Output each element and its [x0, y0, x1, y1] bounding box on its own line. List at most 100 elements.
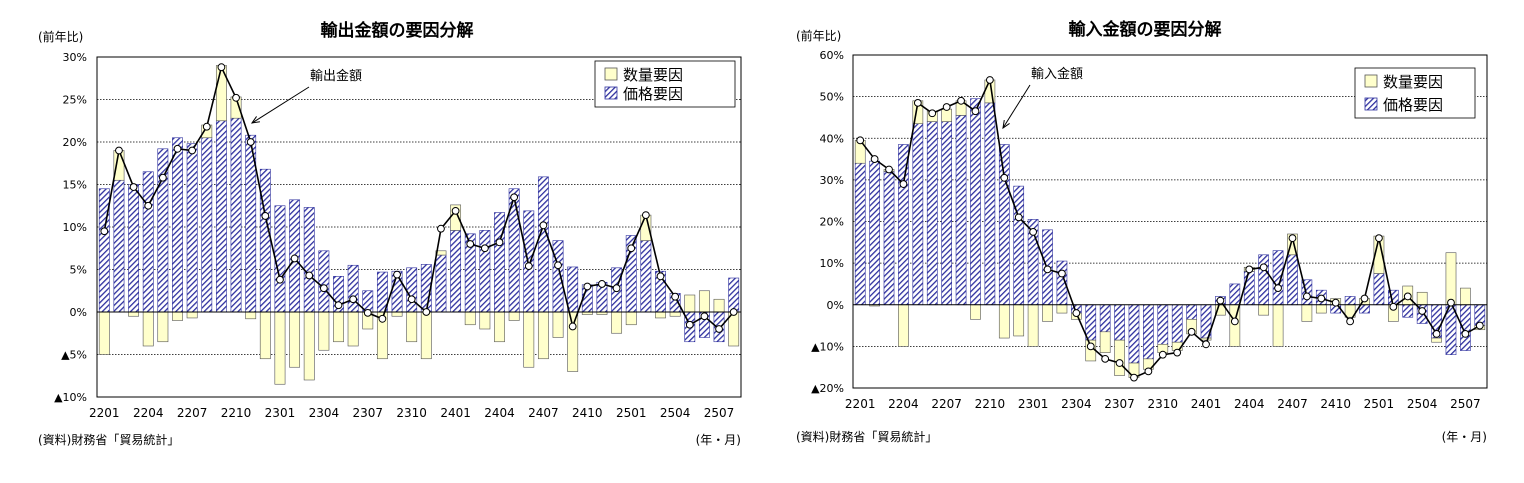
quantity-bar [274, 311, 286, 385]
x-tick-label: 2401 [1191, 397, 1222, 411]
price-bar [1157, 304, 1169, 345]
total-marker [466, 240, 475, 248]
legend-label-quantity: 数量要因 [1383, 73, 1443, 91]
x-tick-label: 2204 [133, 406, 164, 420]
quantity-bar [1027, 304, 1039, 347]
total-marker [363, 308, 372, 317]
total-marker [1072, 309, 1081, 317]
quantity-bar [998, 304, 1010, 339]
x-tick-label: 2210 [221, 406, 252, 420]
y-tick-label: 0% [70, 306, 87, 319]
price-bar [941, 121, 953, 306]
x-tick-label: 2301 [265, 406, 296, 420]
total-marker [1274, 284, 1282, 293]
chart-2: 輸入金額の要因分解 (前年比) 60% 50% 40% 30% 20% 10% 0% ▲10% ▲2… [796, 19, 1488, 444]
total-marker [715, 325, 723, 333]
total-marker [627, 244, 636, 253]
total-marker [870, 155, 879, 163]
price-bar [318, 250, 330, 313]
total-marker [1173, 348, 1182, 357]
x-tick-label: 2207 [931, 397, 962, 411]
price-bar [567, 266, 579, 313]
total-marker [729, 308, 738, 316]
price-bar [1344, 296, 1356, 306]
total-marker [1360, 294, 1369, 303]
plot-frame [96, 56, 742, 398]
total-marker [451, 206, 460, 215]
total-marker [407, 295, 416, 304]
quantity-bar [1301, 304, 1313, 322]
total-marker [942, 103, 951, 111]
total-marker [568, 322, 577, 331]
total-marker [510, 193, 519, 202]
price-bar [450, 230, 462, 313]
x-tick-label: 2501 [1364, 397, 1395, 411]
price-bar [1171, 304, 1183, 343]
price-bar [1402, 304, 1414, 318]
quantity-bar [1460, 287, 1471, 306]
total-marker [393, 270, 401, 279]
total-marker [1101, 354, 1110, 363]
quantity-bar [655, 311, 666, 319]
total-marker [928, 109, 937, 118]
price-bar [955, 115, 967, 306]
total-marker [1288, 234, 1297, 243]
quantity-bar [611, 311, 623, 334]
x-tick-label: 2504 [660, 406, 691, 420]
x-tick-label: 2507 [1450, 397, 1481, 411]
y-tick-label: ▲20% [811, 382, 844, 395]
quantity-bar [1315, 304, 1327, 314]
total-marker [1389, 302, 1398, 311]
total-marker [334, 301, 343, 310]
source-note: (資料)財務省「貿易統計」 [796, 429, 937, 444]
x-tick-label: 2310 [396, 406, 427, 420]
price-bar [1085, 304, 1097, 341]
y-tick-label: 40% [820, 132, 844, 145]
total-marker [1302, 292, 1311, 301]
quantity-bar [684, 294, 696, 313]
price-bar [172, 137, 183, 313]
total-marker [1000, 173, 1009, 182]
y-tick-label: 30% [63, 51, 87, 64]
price-bar [435, 254, 447, 313]
price-bar [1186, 304, 1197, 320]
total-marker [583, 282, 592, 291]
y-tick-label: 0% [827, 299, 844, 312]
price-bar [1243, 271, 1255, 306]
quantity-bar [142, 311, 154, 347]
quantity-bar [347, 311, 359, 347]
y-tick-label: 20% [820, 216, 844, 229]
total-marker [1418, 307, 1427, 315]
y-tick-label: ▲5% [61, 349, 87, 362]
quantity-bar [567, 311, 579, 372]
price-bar [523, 210, 535, 313]
price-bar [926, 121, 938, 306]
total-marker [378, 314, 387, 323]
quantity-bar [157, 311, 169, 343]
quantity-bar [970, 304, 981, 320]
price-bar [303, 207, 315, 313]
quantity-bar [391, 311, 403, 317]
y-tick-label: 5% [70, 264, 87, 277]
legend-box [594, 60, 736, 108]
quantity-bar [669, 311, 681, 317]
quantity-bar [333, 311, 344, 343]
price-bar [552, 240, 564, 313]
quantity-bar [464, 311, 476, 326]
y-tick-label: 25% [63, 94, 87, 107]
total-marker [144, 201, 153, 210]
price-bar [970, 98, 981, 306]
total-marker [217, 63, 226, 72]
price-bar [869, 160, 880, 306]
quantity-bar [713, 298, 725, 313]
total-marker [422, 308, 431, 316]
price-bar [1099, 304, 1111, 333]
quantity-bar [1013, 304, 1025, 337]
annotation-arrowhead [1002, 120, 1010, 130]
total-marker [158, 173, 167, 182]
total-marker [1130, 373, 1138, 382]
annotation-label: 輸出金額 [310, 68, 362, 84]
total-marker [1115, 359, 1124, 367]
